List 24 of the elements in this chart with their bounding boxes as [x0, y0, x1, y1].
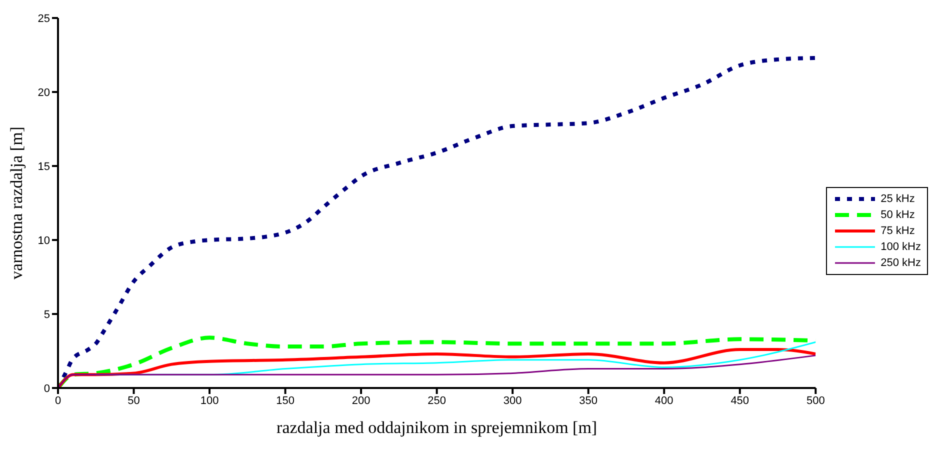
- x-tick-label: 250: [428, 394, 446, 407]
- x-tick-label: 300: [503, 394, 522, 407]
- legend-label: 75 kHz: [880, 224, 915, 238]
- x-tick-label: 150: [276, 394, 294, 407]
- x-tick-label: 400: [654, 394, 674, 407]
- legend-label: 250 kHz: [880, 256, 921, 270]
- x-axis-title: razdalja med oddajnikom in sprejemnikom [m]: [276, 418, 598, 437]
- x-tick-label: 100: [200, 394, 219, 407]
- x-tick-label: 500: [806, 394, 825, 407]
- y-tick-label: 20: [38, 86, 50, 99]
- y-tick-label: 15: [38, 160, 50, 173]
- legend-label: 50 kHz: [880, 208, 915, 222]
- x-tick-label: 0: [54, 394, 62, 407]
- legend-label: 100 kHz: [880, 240, 921, 254]
- y-tick-label: 25: [38, 12, 50, 25]
- x-tick-label: 50: [128, 394, 140, 407]
- y-tick-label: 5: [44, 308, 50, 321]
- y-tick-label: 10: [38, 234, 50, 247]
- legend-label: 25 kHz: [880, 192, 915, 206]
- y-tick-label: 0: [44, 382, 50, 395]
- x-tick-label: 450: [730, 394, 750, 407]
- y-axis-title: varnostna razdalja [m]: [7, 126, 26, 280]
- x-tick-label: 200: [352, 394, 370, 407]
- x-tick-label: 350: [579, 394, 598, 407]
